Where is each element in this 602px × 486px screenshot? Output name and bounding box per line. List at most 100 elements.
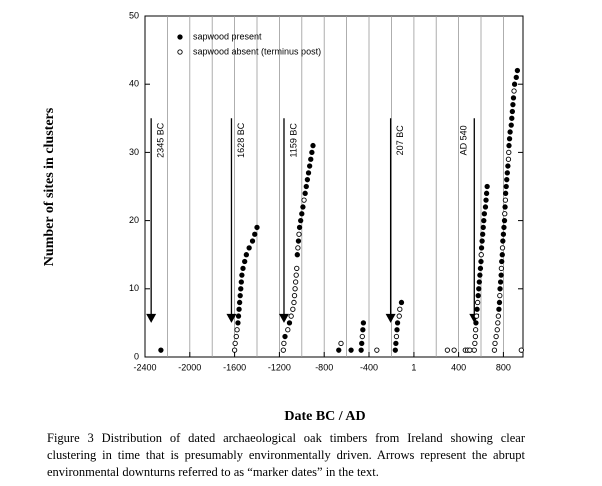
data-point [497, 279, 504, 285]
data-point [239, 272, 245, 278]
data-point [295, 245, 301, 251]
data-point [232, 340, 238, 347]
data-point [499, 245, 506, 251]
data-point [397, 306, 403, 312]
data-point [498, 265, 505, 271]
marker-date-label: 2345 BC [156, 122, 166, 158]
x-tick-label: 800 [496, 362, 511, 372]
data-point [472, 340, 478, 347]
data-point [306, 163, 313, 169]
data-point [477, 272, 483, 278]
data-point [444, 347, 451, 353]
data-point [510, 95, 517, 101]
data-point [497, 292, 503, 299]
data-point [240, 265, 246, 271]
data-point [336, 347, 342, 353]
marker-date-label: 207 BC [395, 125, 405, 156]
data-point [497, 286, 503, 292]
data-point [500, 231, 507, 237]
data-point [292, 279, 299, 285]
data-point [476, 286, 482, 292]
data-point [254, 224, 260, 231]
data-point [495, 313, 502, 319]
legend-marker [177, 34, 183, 40]
data-point [304, 177, 311, 183]
data-point [479, 238, 485, 244]
data-point [294, 252, 300, 258]
data-point [505, 156, 512, 162]
data-point [290, 306, 296, 312]
data-point [509, 115, 515, 121]
data-point [467, 347, 473, 353]
data-point [473, 320, 479, 326]
data-point [491, 347, 498, 353]
arrow-head [385, 313, 396, 323]
data-point [238, 279, 244, 285]
data-point [501, 224, 507, 231]
data-point [300, 204, 306, 210]
data-point [481, 217, 487, 224]
data-point [348, 347, 354, 353]
data-point [359, 333, 365, 340]
marker-date-label: AD 540 [459, 125, 469, 155]
data-point [360, 320, 367, 326]
data-point [394, 327, 400, 333]
y-tick-label: 30 [129, 147, 139, 157]
data-point [303, 183, 309, 190]
data-point [492, 340, 498, 347]
data-point [293, 272, 299, 278]
data-point [496, 306, 502, 312]
data-point [294, 265, 300, 271]
data-point [392, 347, 398, 353]
x-tick-label: 1 [411, 362, 416, 372]
data-point [295, 238, 302, 244]
data-point [484, 183, 490, 190]
data-point [474, 299, 481, 306]
data-point [296, 231, 302, 237]
x-axis-label: Date BC / AD [284, 409, 365, 424]
data-point [305, 170, 312, 176]
data-point [282, 333, 288, 340]
x-tick-label: -2400 [133, 362, 156, 372]
data-point [242, 258, 248, 265]
arrow-head [226, 313, 237, 323]
data-point [508, 122, 514, 128]
data-point [478, 245, 485, 251]
data-point [475, 292, 481, 299]
arrow-head [146, 313, 157, 323]
data-point [299, 211, 305, 217]
data-point [472, 327, 479, 333]
data-point [513, 74, 519, 81]
data-point [285, 327, 291, 333]
data-point [238, 286, 244, 292]
data-point [286, 320, 293, 326]
data-point [236, 299, 243, 306]
data-point [483, 197, 489, 203]
data-point [235, 313, 242, 319]
marker-date-label: 1159 BC [288, 123, 298, 158]
data-point [158, 347, 164, 353]
data-point [511, 81, 518, 87]
arrow-head [278, 313, 289, 323]
x-tick-label: -1200 [268, 362, 291, 372]
data-point [499, 258, 505, 265]
data-point [504, 170, 510, 176]
data-point [393, 333, 400, 340]
data-point [478, 258, 484, 265]
data-point [480, 231, 486, 237]
data-point [498, 272, 504, 278]
x-tick-label: -800 [315, 362, 333, 372]
data-point [494, 327, 500, 333]
data-point [280, 347, 286, 353]
x-tick-label: -1600 [223, 362, 246, 372]
data-point [398, 299, 405, 306]
data-point [518, 347, 524, 353]
data-point [308, 156, 314, 162]
data-point [502, 204, 508, 210]
data-point [501, 217, 508, 224]
data-point [506, 149, 512, 156]
data-point [233, 333, 239, 340]
y-tick-label: 0 [134, 351, 139, 361]
data-point [359, 340, 365, 347]
